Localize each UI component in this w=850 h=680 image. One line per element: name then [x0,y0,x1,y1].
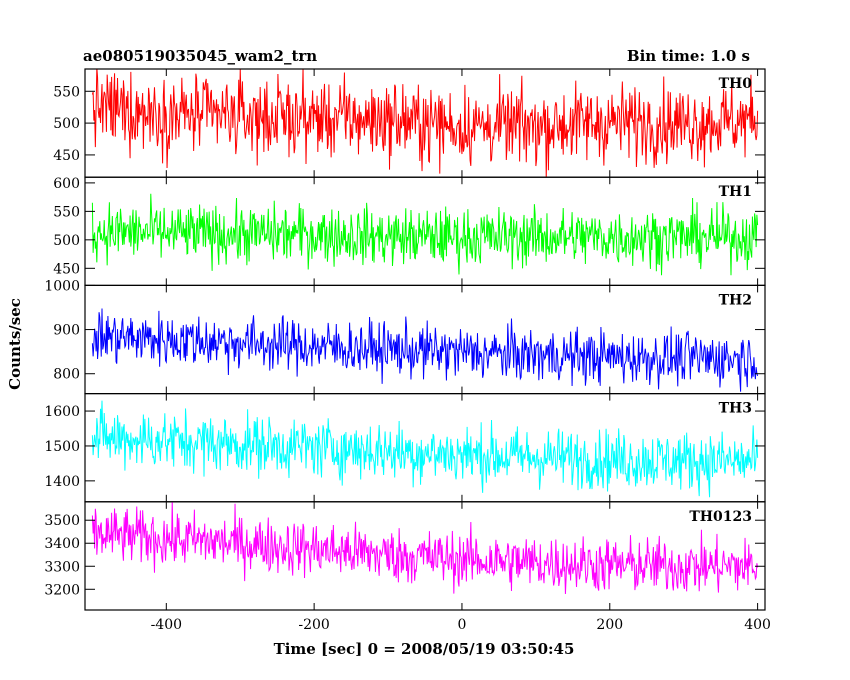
series-line-th1 [91,193,759,276]
y-tick-label: 3200 [44,582,80,598]
panel-th3: 1400 1500 1600 TH3 [44,393,766,503]
y-tick-label: 600 [53,176,80,192]
y-tick-label: 3400 [44,536,80,552]
x-tick-label: 200 [596,617,623,633]
y-tick-label: 1600 [44,404,80,420]
panel-label: TH0123 [689,509,752,525]
panel-th1: 450 500 550 600 TH1 [53,176,766,286]
x-tick-label: 400 [744,617,771,633]
panel-th2: 800 900 1000 TH2 [44,278,766,395]
y-tick-label: 3500 [44,513,80,529]
bin-time-label: Bin time: 1.0 s [627,47,750,65]
y-tick-label: 1400 [44,474,80,490]
y-tick-label: 900 [53,323,80,339]
panel-label: TH0 [719,76,753,92]
y-axis-label: Counts/sec [6,298,24,390]
x-axis-label: Time [sec] 0 = 2008/05/19 03:50:45 [274,640,575,658]
x-tick-label: -200 [298,617,329,633]
panel-th0123: 3200 3300 3400 3500 TH0123 [44,501,766,611]
y-tick-label: 500 [53,233,80,249]
series-line-th2 [91,308,759,392]
series-line-th0123 [91,501,759,594]
panel-label: TH3 [719,401,752,417]
panel-label: TH1 [719,184,752,200]
y-tick-label: 1000 [44,278,80,294]
y-tick-label: 550 [53,84,80,100]
y-tick-label: 500 [53,116,80,132]
x-tick-label: -400 [151,617,182,633]
panels: 450 500 550 TH0 450 500 550 600 TH1 800 900 1000 TH2… [44,68,771,633]
series-line-th0 [91,69,759,178]
y-tick-label: 800 [53,367,80,383]
panel-frame [84,501,766,611]
y-tick-label: 550 [53,204,80,220]
y-tick-label: 450 [53,148,80,164]
panel-label: TH2 [719,292,752,308]
chart-title: ae080519035045_wam2_trn [83,47,317,65]
series-line-th3 [91,400,759,498]
y-tick-label: 1500 [44,439,80,455]
y-tick-label: 450 [53,261,80,277]
panel-th0: 450 500 550 TH0 [53,68,766,178]
x-tick-label: 0 [457,617,466,633]
y-tick-label: 3300 [44,559,80,575]
